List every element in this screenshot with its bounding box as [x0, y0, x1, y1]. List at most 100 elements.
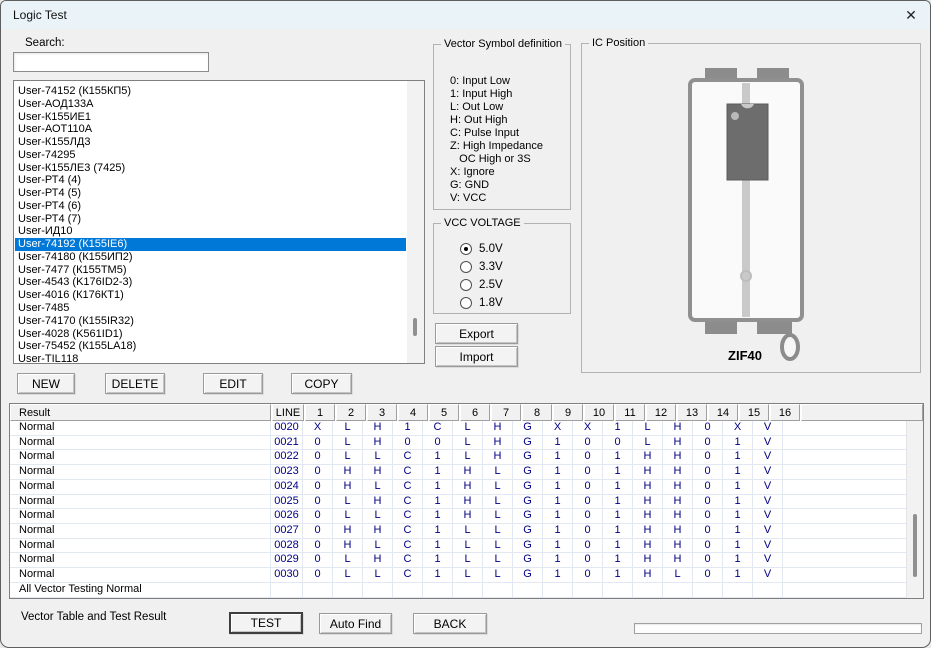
- vector-cell: H: [363, 524, 393, 538]
- list-item[interactable]: User-РТ4 (7): [18, 212, 82, 225]
- column-header[interactable]: 10: [584, 404, 614, 421]
- table-row[interactable]: Normal 0024 0 H L C 1 H L G 1 0 1 H H 0 1 V: [10, 479, 906, 495]
- table-row[interactable]: Normal 0030 0 L L C 1 L L G 1 0 1 H L 0 1 V: [10, 568, 906, 583]
- list-item[interactable]: User-К155ЛЕ3 (7425): [18, 161, 126, 174]
- list-item[interactable]: User-74170 (К155IR32): [18, 314, 134, 327]
- table-row[interactable]: Normal 0020 X L H 1 C L H G X X 1 L H 0 X V: [10, 421, 906, 436]
- column-header[interactable]: 3: [367, 404, 397, 421]
- back-button[interactable]: BACK: [413, 613, 487, 634]
- list-item[interactable]: User-К155ИЕ1: [18, 110, 92, 123]
- list-item[interactable]: User-РТ4 (5): [18, 187, 82, 200]
- table-row[interactable]: Normal 0027 0 H H C 1 L L G 1 0 1 H H 0 1 V: [10, 524, 906, 539]
- column-header[interactable]: 4: [398, 404, 428, 421]
- column-header[interactable]: 9: [553, 404, 583, 421]
- table-row[interactable]: All Vector Testing Normal: [10, 582, 906, 598]
- list-item[interactable]: User-75452 (К155LA18): [18, 340, 137, 353]
- table-row[interactable]: Normal 0022 0 L L C 1 L H G 1 0 1 H H 0 1 V: [10, 450, 906, 466]
- column-header[interactable]: 14: [708, 404, 738, 421]
- table-scrollbar[interactable]: [906, 421, 923, 598]
- vector-table-header: Result LINE 1 2 3 4 5 6 7 8 9 10 11 12 13 14 15 16: [10, 404, 923, 421]
- list-item[interactable]: User-74152 (К155КП5): [18, 85, 132, 97]
- vector-cell: X: [543, 421, 573, 435]
- close-button[interactable]: ✕: [898, 3, 924, 27]
- vcc-option[interactable]: 3.3V: [460, 258, 503, 276]
- vcc-option[interactable]: 5.0V: [460, 240, 503, 258]
- radio-icon: [460, 261, 472, 273]
- vector-cell: L: [483, 509, 513, 524]
- result-cell: Normal: [10, 568, 271, 582]
- vector-cell: 1: [423, 568, 453, 582]
- list-item[interactable]: User-РТ4 (6): [18, 199, 82, 212]
- table-row[interactable]: Normal 0029 0 L H C 1 L L G 1 0 1 H H 0 1 V: [10, 553, 906, 569]
- table-row[interactable]: Normal 0025 0 L H C 1 H L G 1 0 1 H H 0 1 V: [10, 494, 906, 510]
- vector-cell: H: [453, 509, 483, 524]
- column-header[interactable]: 1: [305, 404, 335, 421]
- list-item[interactable]: User-4543 (K176ID2-3): [18, 276, 133, 289]
- list-item[interactable]: User-74295: [18, 148, 76, 161]
- import-button[interactable]: Import: [435, 346, 518, 367]
- row-filler: [783, 568, 906, 582]
- column-header[interactable]: 15: [739, 404, 769, 421]
- auto-find-button[interactable]: Auto Find: [319, 613, 392, 634]
- column-header[interactable]: 5: [429, 404, 459, 421]
- list-item[interactable]: User-7485: [18, 302, 70, 315]
- export-button[interactable]: Export: [435, 323, 518, 344]
- new-button[interactable]: NEW: [17, 373, 75, 394]
- column-header[interactable]: 13: [677, 404, 707, 421]
- vector-cell: [633, 582, 663, 597]
- table-row[interactable]: Normal 0028 0 H L C 1 L L G 1 0 1 H H 0 1 V: [10, 538, 906, 554]
- listbox-scrollbar[interactable]: [407, 81, 424, 363]
- column-header[interactable]: 2: [336, 404, 366, 421]
- column-header[interactable]: 7: [491, 404, 521, 421]
- vector-cell: V: [753, 450, 783, 465]
- line-cell: 0021: [271, 435, 303, 450]
- column-header[interactable]: 12: [646, 404, 676, 421]
- column-header[interactable]: 8: [522, 404, 552, 421]
- list-item[interactable]: User-РТ4 (4): [18, 174, 82, 187]
- column-header[interactable]: 11: [615, 404, 645, 421]
- list-item[interactable]: User-АОТ110А: [18, 123, 93, 136]
- line-cell: 0027: [271, 524, 303, 538]
- list-item[interactable]: User-74192 (К155IE6): [15, 238, 406, 251]
- delete-button[interactable]: DELETE: [105, 373, 165, 394]
- scrollbar-thumb[interactable]: [913, 514, 917, 577]
- vcc-option-label: 2.5V: [479, 279, 503, 291]
- table-row[interactable]: Normal 0023 0 H H C 1 H L G 1 0 1 H H 0 1 V: [10, 465, 906, 480]
- vector-cell: 0: [573, 568, 603, 582]
- vector-cell: 0: [303, 509, 333, 524]
- vector-cell: H: [633, 450, 663, 465]
- vector-cell: 1: [543, 479, 573, 494]
- column-header[interactable]: Result: [10, 404, 271, 421]
- copy-button[interactable]: COPY: [291, 373, 352, 394]
- vcc-option[interactable]: 2.5V: [460, 276, 503, 294]
- result-cell: All Vector Testing Normal: [10, 582, 271, 597]
- vector-cell: [663, 582, 693, 597]
- search-input[interactable]: [13, 52, 209, 72]
- vector-cell: H: [663, 553, 693, 568]
- chip-listbox[interactable]: User-74152 (К155КП5) User-АОД133А User-К15…: [13, 80, 425, 364]
- result-cell: Normal: [10, 421, 271, 435]
- vector-cell: 0: [573, 465, 603, 479]
- table-row[interactable]: Normal 0021 0 L H 0 0 L H G 1 0 0 L H 0 1 V: [10, 435, 906, 451]
- list-item[interactable]: User-4028 (K561ID1): [18, 327, 123, 340]
- list-item[interactable]: User-АОД133А: [18, 97, 94, 110]
- column-header[interactable]: 6: [460, 404, 490, 421]
- list-item[interactable]: User-4016 (К176КТ1): [18, 289, 124, 302]
- vcc-option[interactable]: 1.8V: [460, 294, 503, 312]
- list-item[interactable]: User-К155ЛД3: [18, 136, 91, 149]
- vector-cell: L: [333, 450, 363, 465]
- list-item[interactable]: User-TIL118: [18, 353, 79, 364]
- scrollbar-thumb[interactable]: [413, 318, 417, 336]
- table-row[interactable]: Normal 0026 0 L L C 1 H L G 1 0 1 H H 0 1 V: [10, 509, 906, 525]
- column-header[interactable]: 16: [770, 404, 800, 421]
- vector-cell: L: [483, 479, 513, 494]
- zif-socket-label: ZIF40: [728, 348, 762, 363]
- list-item[interactable]: User-7477 (К155ТМ5): [18, 263, 127, 276]
- column-header[interactable]: LINE: [272, 404, 304, 421]
- test-button[interactable]: TEST: [229, 612, 303, 634]
- list-item[interactable]: User-ИД10: [18, 225, 73, 238]
- edit-button[interactable]: EDIT: [203, 373, 263, 394]
- vector-cell: C: [393, 450, 423, 465]
- list-item[interactable]: User-74180 (К155ИП2): [18, 250, 133, 263]
